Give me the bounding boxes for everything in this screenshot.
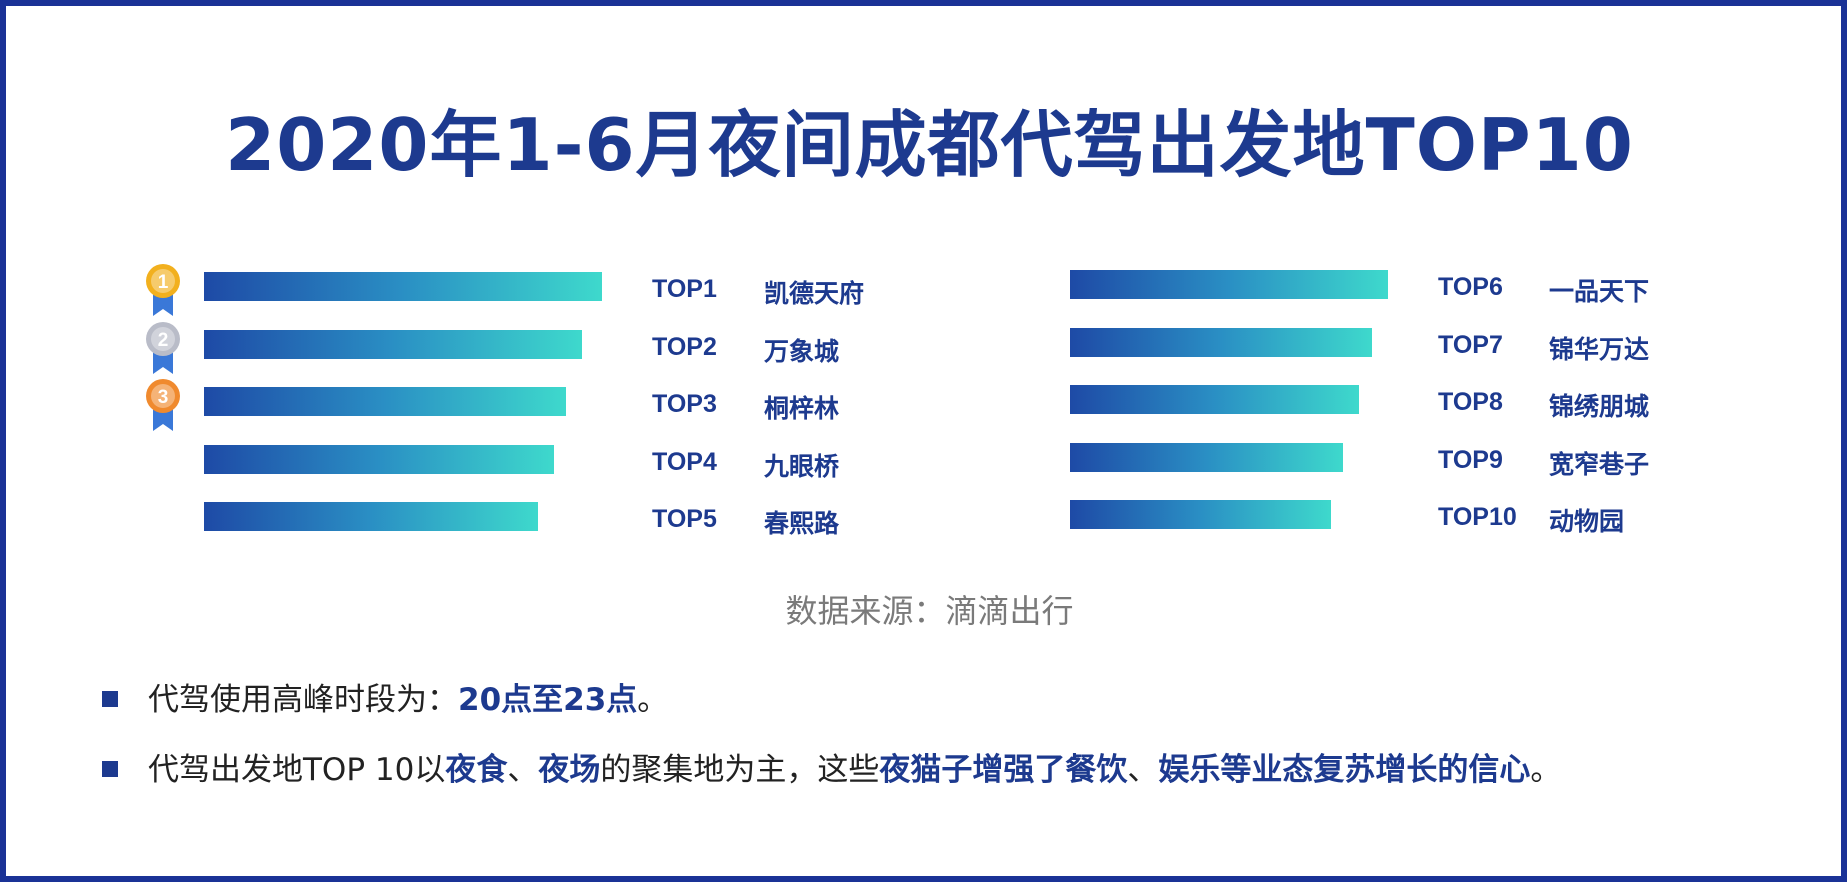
bar-top9: [1070, 442, 1344, 472]
bar-top2: [204, 329, 583, 359]
category-label: 春熙路: [764, 509, 840, 538]
category-label: 一品天下: [1549, 277, 1650, 306]
rank-label: TOP2: [652, 332, 717, 361]
category-label: 锦绣朋城: [1549, 392, 1650, 421]
rank-label: TOP9: [1438, 445, 1503, 474]
medal-icon: 2: [146, 321, 180, 374]
highlight-text: 夜食: [445, 752, 508, 788]
note-text: 代驾使用高峰时段为：20点至23点。: [148, 682, 668, 718]
highlight-text: 20点至23点: [458, 682, 638, 718]
bullet-square-icon: [102, 690, 118, 707]
note-text: 代驾出发地TOP 10以夜食、夜场的聚集地为主，这些夜猫子增强了餐饮、娱乐等业态…: [148, 752, 1561, 788]
medal-icon: 3: [146, 379, 180, 431]
bar-top3: [204, 387, 567, 416]
bar-top4: [204, 444, 555, 474]
category-label: 宽窄巷子: [1549, 449, 1650, 479]
data-source: 数据来源：滴滴出行: [785, 592, 1074, 630]
medal-number: 1: [158, 272, 169, 293]
rank-label: TOP5: [652, 505, 717, 533]
rank-label: TOP10: [1438, 503, 1517, 531]
note-peak-hours: 代驾使用高峰时段为：20点至23点。: [102, 674, 668, 719]
rank-label: TOP3: [652, 390, 717, 418]
note-segment: 代驾出发地TOP 10以: [148, 752, 446, 788]
highlight-text: 夜猫子增强了餐饮: [879, 752, 1128, 788]
rank-label: TOP7: [1438, 330, 1503, 359]
highlight-text: 夜场: [538, 752, 601, 788]
rank-label: TOP1: [652, 275, 717, 303]
chart-title: 2020年1-6月夜间成都代驾出发地TOP10: [225, 103, 1634, 187]
category-label: 动物园: [1549, 507, 1625, 536]
note-segment: 的聚集地为主，这些: [600, 752, 880, 788]
bullet-square-icon: [102, 760, 118, 777]
medal-number: 2: [158, 330, 169, 351]
rank-label: TOP6: [1438, 273, 1503, 301]
note-top10-summary: 代驾出发地TOP 10以夜食、夜场的聚集地为主，这些夜猫子增强了餐饮、娱乐等业态…: [102, 744, 1561, 789]
note-segment: 、: [1127, 752, 1159, 788]
category-label: 九眼桥: [764, 451, 840, 481]
medal-icon: 1: [146, 264, 180, 316]
rank-label: TOP4: [652, 447, 717, 476]
category-label: 凯德天府: [764, 279, 865, 308]
bar-top6: [1070, 270, 1388, 299]
medal-number: 3: [158, 387, 169, 408]
note-segment: 。: [1530, 752, 1562, 788]
bar-top8: [1070, 385, 1360, 414]
bar-top7: [1070, 327, 1373, 357]
note-segment: 。: [637, 682, 669, 718]
highlight-text: 娱乐等业态复苏增长的信心: [1158, 752, 1531, 788]
category-label: 万象城: [764, 336, 840, 366]
note-segment: 、: [507, 752, 539, 788]
category-label: 桐梓林: [764, 394, 840, 423]
bar-top1: [204, 272, 602, 301]
note-segment: 代驾使用高峰时段为：: [148, 682, 458, 718]
category-label: 锦华万达: [1549, 334, 1650, 364]
rank-label: TOP8: [1438, 388, 1503, 416]
bar-top10: [1070, 500, 1331, 529]
bar-top5: [204, 502, 539, 531]
